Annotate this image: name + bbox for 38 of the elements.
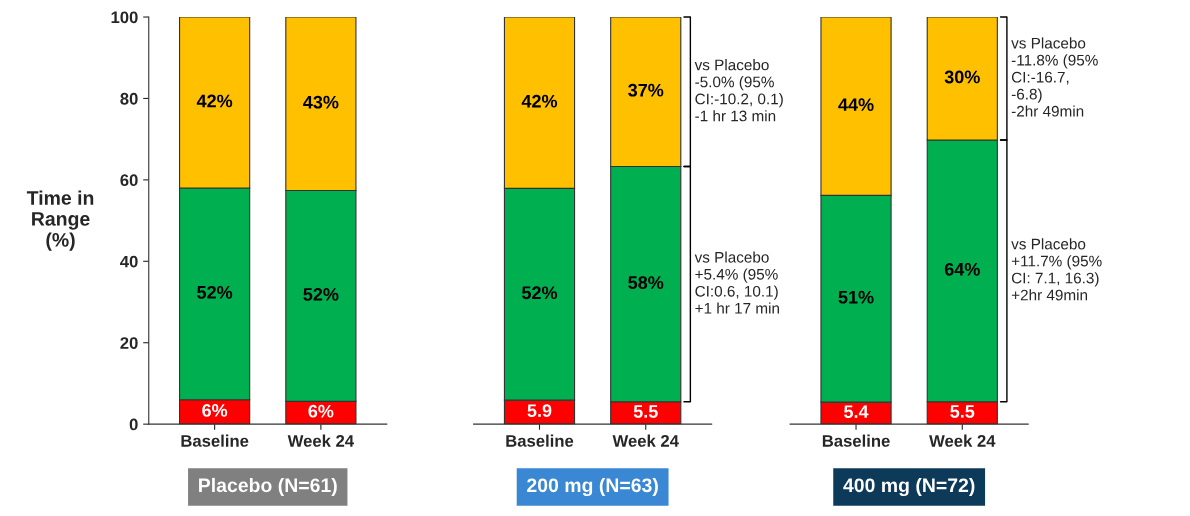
x-axis-title: Placebo (N=61) <box>199 477 337 497</box>
data-label: 5.5 <box>950 405 975 418</box>
y-tick-label: 20 <box>120 337 138 349</box>
x-tick-label: Baseline <box>822 434 890 447</box>
data-label: 5.4 <box>844 405 869 419</box>
annotation: vs Placebo +5.4% (95% CI:0.6, 10.1) +1 hr 17 min <box>694 251 779 314</box>
data-label: 5.5 <box>633 405 658 418</box>
data-label: 58% <box>628 276 664 289</box>
x-tick-label: Baseline <box>181 434 249 447</box>
x-axis-title: 400 mg (N=72) <box>843 477 975 497</box>
data-label: 42% <box>196 94 233 108</box>
data-label: 42% <box>521 94 558 108</box>
data-label: 52% <box>521 286 558 300</box>
data-label: 6% <box>202 404 228 417</box>
data-label: 37% <box>628 83 664 97</box>
data-label: 6% <box>308 404 334 418</box>
data-label: 51% <box>838 290 874 304</box>
y-tick-label: 40 <box>120 255 138 268</box>
data-label: 52% <box>197 285 233 299</box>
data-label: 5.9 <box>527 404 552 417</box>
x-tick-label: Week 24 <box>287 434 354 447</box>
y-tick-label: 100 <box>111 11 138 24</box>
annotation: vs Placebo -11.8% (95% CI:-16.7, -6.8) -2hr 49min <box>1011 37 1098 117</box>
x-tick-label: Week 24 <box>929 434 996 447</box>
data-label: 64% <box>944 262 980 276</box>
data-label: 30% <box>944 70 980 84</box>
data-label: 44% <box>838 98 874 111</box>
y-tick-label: 60 <box>120 174 138 187</box>
x-tick-label: Week 24 <box>612 434 679 447</box>
annotation: vs Placebo -5.0% (95% CI:-10.2, 0.1) -1 hr 13 min <box>694 59 783 122</box>
y-tick-label: 0 <box>129 418 138 431</box>
data-label: 43% <box>303 95 339 109</box>
annotation: vs Placebo +11.7% (95% CI: 7.1, 16.3) +2hr 49min <box>1011 238 1102 301</box>
data-label: 52% <box>303 287 339 301</box>
y-tick-label: 80 <box>120 92 138 105</box>
y-axis-title: Time in Range (%) <box>26 190 94 251</box>
x-tick-label: Baseline <box>506 434 574 447</box>
x-axis-title: 200 mg (N=63) <box>527 477 658 497</box>
